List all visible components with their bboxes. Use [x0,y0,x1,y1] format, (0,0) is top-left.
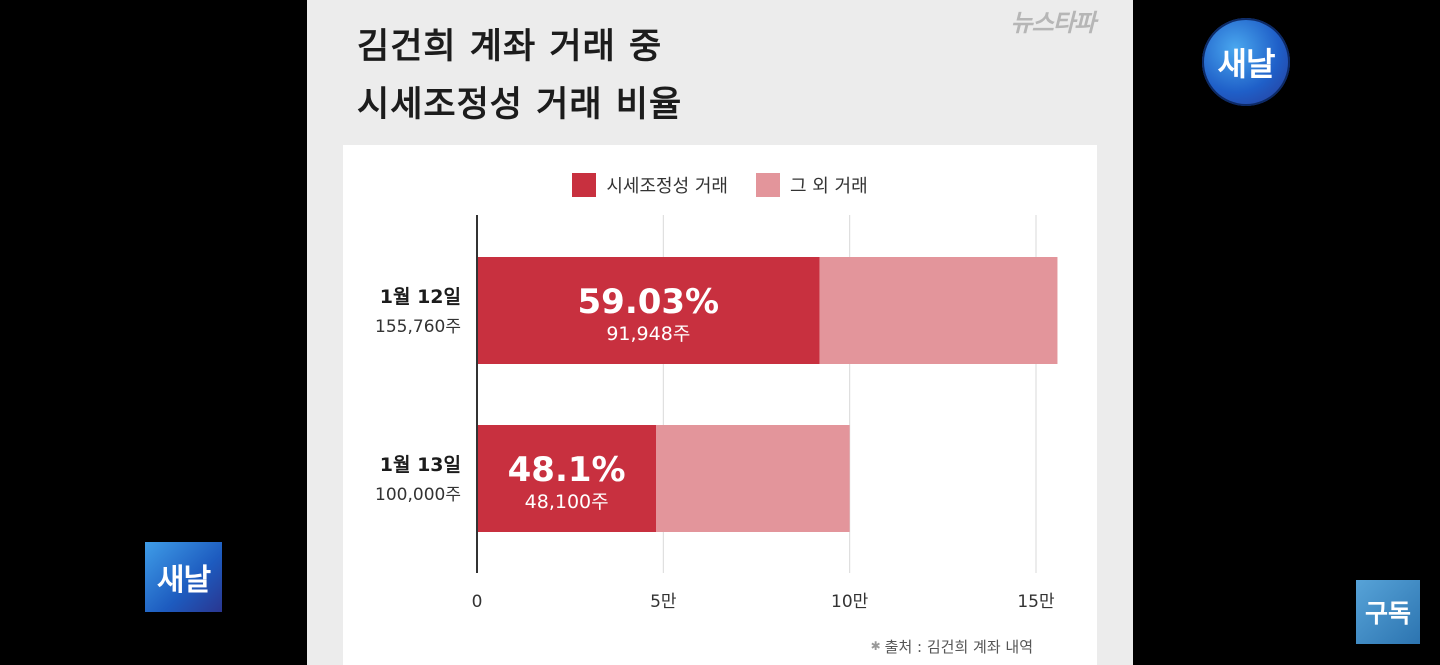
chart-title: 김건희 계좌 거래 중 시세조정성 거래 비율 [357,18,682,134]
channel-logo-square: 새날 [145,542,222,612]
channel-logo-round: 새날 [1202,18,1290,106]
bar-other-1 [656,425,850,532]
source-note: ✱ 출처 : 김건희 계좌 내역 [871,636,1033,657]
data-label-shares-1: 48,100주 [525,491,609,513]
bar-other-0 [819,257,1058,364]
chart-title-line-2: 시세조정성 거래 비율 [357,85,683,125]
x-tick-label-2: 10만 [831,592,869,612]
legend-label-other: 그 외 거래 [789,176,868,197]
source-text: 출처 : 김건희 계좌 내역 [884,638,1033,656]
brand-watermark: 뉴스타파 [1010,9,1096,37]
x-tick-label-1: 5만 [650,592,677,612]
category-label-0: 1월 12일 [380,286,461,308]
legend-swatch-other [755,173,780,197]
chart-title-line-1: 김건희 계좌 거래 중 [357,27,663,67]
data-label-percent-0: 59.03% [578,282,720,322]
chart-legend: 시세조정성 거래 그 외 거래 [343,172,1097,198]
infographic-panel: 김건희 계좌 거래 중 시세조정성 거래 비율 뉴스타파 시세조정성 거래 그 … [307,0,1133,665]
subscribe-button[interactable]: 구독 [1356,580,1420,644]
bar-chart: 0 5만 10만 15만 59.03%91,948주 1월 12일 155,760주 48.1… [375,215,1058,612]
data-label-shares-0: 91,948주 [606,323,690,345]
legend-item-other: 그 외 거래 [755,172,868,198]
legend-item-manipulation: 시세조정성 거래 [572,172,728,198]
legend-label-manipulation: 시세조정성 거래 [606,176,728,197]
asterisk-icon: ✱ [870,639,881,653]
category-label-1: 1월 13일 [380,454,461,476]
x-tick-label-3: 15만 [1017,592,1055,612]
bar-manipulation-0 [477,257,820,364]
category-total-0: 155,760주 [375,317,461,337]
chart-card: 시세조정성 거래 그 외 거래 0 5만 10만 15만 59.03% 91,948주 1월… [343,145,1097,665]
category-total-1: 100,000주 [375,485,461,505]
x-tick-label-0: 0 [472,592,483,612]
bar-manipulation-1 [477,425,657,532]
legend-swatch-manipulation [572,173,597,197]
data-label-percent-1: 48.1% [508,450,626,490]
